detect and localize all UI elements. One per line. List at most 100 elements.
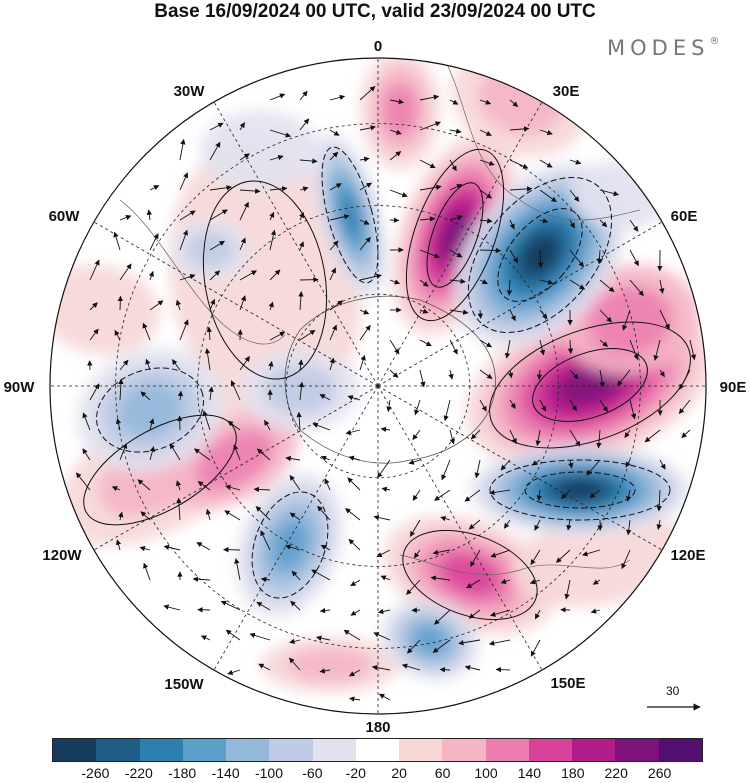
arrow-icon xyxy=(449,215,463,221)
arrow-icon xyxy=(507,369,514,379)
arrow-icon xyxy=(569,369,579,380)
arrow-icon xyxy=(539,279,554,285)
arrow-icon xyxy=(530,549,541,566)
meridian-line xyxy=(377,101,543,387)
colorbar-swatch xyxy=(528,739,573,761)
colorbar-swatch xyxy=(355,739,400,761)
anomaly-patch xyxy=(195,429,275,491)
arrow-icon xyxy=(289,657,301,671)
anomaly-patch xyxy=(412,625,448,655)
arrow-icon xyxy=(359,354,366,371)
colorbar-tick-label: 140 xyxy=(517,765,542,781)
arrow-icon xyxy=(599,219,608,228)
arrow-icon xyxy=(432,549,451,556)
arrow-icon xyxy=(380,575,391,581)
arrow-icon xyxy=(479,129,492,136)
arrow-icon xyxy=(329,214,350,221)
colorbar-swatch xyxy=(182,739,227,761)
arrow-icon xyxy=(143,562,151,581)
arrow-icon xyxy=(644,429,661,443)
arrow-icon xyxy=(359,219,370,225)
contour-line xyxy=(532,348,648,422)
arrow-icon xyxy=(249,632,271,641)
colorbar-swatch xyxy=(269,739,313,761)
contour-line xyxy=(426,182,484,288)
colorbar-tick-label: -20 xyxy=(345,765,366,781)
arrow-icon xyxy=(140,391,151,401)
arrow-icon xyxy=(539,159,553,168)
arrow-icon xyxy=(239,122,245,131)
colorbar-tick-label: -100 xyxy=(254,765,284,781)
arrow-icon xyxy=(479,218,493,224)
arrow-icon xyxy=(419,369,426,388)
arrow-icon xyxy=(119,263,132,281)
arrow-icon xyxy=(477,309,483,319)
colorbar-swatch xyxy=(572,739,616,761)
arrow-icon xyxy=(204,348,211,371)
arrow-icon xyxy=(137,479,151,491)
arrow-icon xyxy=(470,549,481,567)
arrow-icon xyxy=(202,410,211,431)
arrow-icon xyxy=(291,570,301,581)
anomaly-patch xyxy=(439,554,501,596)
arrow-icon xyxy=(449,99,459,105)
arrow-icon xyxy=(269,186,288,192)
arrow-icon xyxy=(500,578,511,584)
arrow-icon xyxy=(82,448,91,461)
arrow-icon xyxy=(479,159,495,166)
colorbar-tick-label: -60 xyxy=(302,765,323,781)
arrow-icon xyxy=(163,544,181,551)
arrow-icon xyxy=(117,295,124,311)
arrow-icon xyxy=(537,249,544,269)
arrow-icon xyxy=(349,696,361,702)
arrow-icon xyxy=(599,369,605,388)
arrow-icon xyxy=(629,339,639,361)
arrow-icon xyxy=(596,429,602,449)
arrow-icon xyxy=(622,309,631,331)
arrow-icon xyxy=(479,279,488,285)
arrow-icon xyxy=(359,324,371,341)
arrow-icon xyxy=(347,477,361,491)
arrow-icon xyxy=(414,399,421,416)
arrow-icon xyxy=(389,279,401,285)
arrow-icon xyxy=(179,172,189,191)
lon-label-150e: 150E xyxy=(550,675,585,692)
arrow-icon xyxy=(115,539,122,551)
lon-label-180: 180 xyxy=(365,719,390,736)
colorbar-tick-label: -180 xyxy=(168,765,197,781)
contour-line xyxy=(202,180,328,380)
arrow-icon xyxy=(408,459,421,465)
arrow-icon xyxy=(596,249,603,265)
arrow-icon xyxy=(625,459,631,468)
arrow-icon xyxy=(539,218,549,224)
arrow-icon xyxy=(176,415,183,431)
anomaly-patch xyxy=(439,210,471,260)
arrow-icon xyxy=(419,216,436,222)
coastline xyxy=(119,59,641,576)
colorbar-tick-label: 20 xyxy=(391,765,407,781)
arrow-icon xyxy=(625,489,632,502)
arrow-icon xyxy=(119,359,129,371)
arrow-icon xyxy=(345,508,361,521)
arrow-icon xyxy=(285,455,301,462)
arrow-icon xyxy=(118,378,124,401)
arrow-icon xyxy=(509,429,517,445)
arrow-icon xyxy=(409,519,421,537)
arrow-icon xyxy=(239,356,250,371)
lon-label-90w: 90W xyxy=(4,379,36,396)
lon-label-120w: 120W xyxy=(42,547,82,564)
arrow-icon xyxy=(239,237,246,251)
arrow-icon xyxy=(509,99,519,107)
arrow-icon xyxy=(534,609,541,620)
arrow-icon xyxy=(115,418,122,431)
arrow-icon xyxy=(569,189,580,202)
arrow-icon xyxy=(320,455,331,461)
arrow-icon xyxy=(569,429,581,447)
arrow-icon xyxy=(509,309,516,322)
arrow-icon xyxy=(269,93,286,101)
arrow-icon xyxy=(225,629,241,641)
arrow-icon xyxy=(531,459,541,466)
arrow-icon xyxy=(589,489,601,499)
arrow-icon xyxy=(479,399,487,412)
colorbar-tick-label: 260 xyxy=(647,765,672,781)
